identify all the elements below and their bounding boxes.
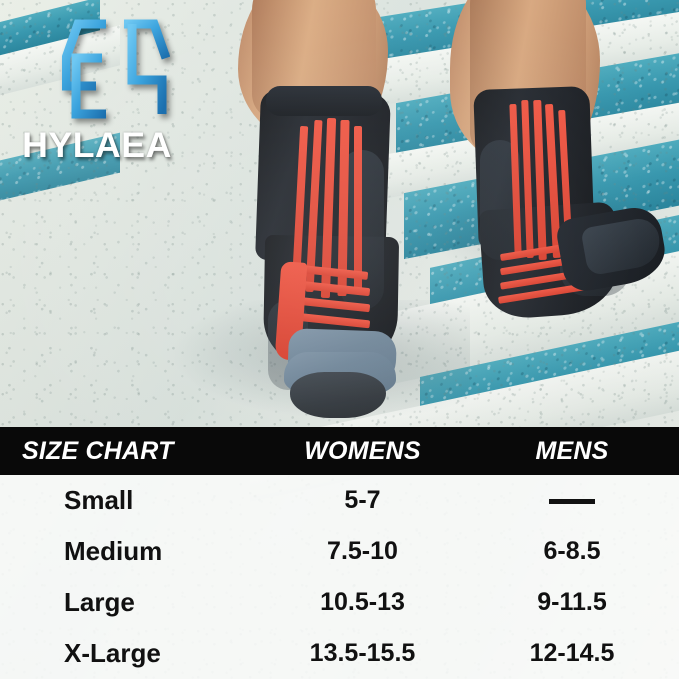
cell-womens: 7.5-10: [327, 537, 398, 565]
brand-name: HYLAEA: [22, 126, 172, 165]
cell-size: Medium: [64, 536, 163, 566]
brand-logo: HYLAEA: [18, 14, 228, 170]
table-row: Large 10.5-13 9-11.5: [0, 577, 679, 628]
cell-size: Small: [64, 485, 134, 515]
cell-size: Large: [64, 587, 135, 617]
cell-womens: 13.5-15.5: [309, 639, 416, 667]
hylaea-h-monogram-icon: [61, 14, 171, 124]
cell-mens: 9-11.5: [537, 588, 607, 616]
body-white-overlay: [0, 475, 679, 679]
size-chart-body: Small 5-7 Medium 7.5-10 6-8.5 Large 10.5-13 9-1…: [0, 475, 679, 679]
not-available-dash-icon: [549, 498, 595, 504]
table-row: Medium 7.5-10 6-8.5: [0, 526, 679, 577]
cell-womens: 5-7: [344, 486, 381, 514]
cell-womens: 10.5-13: [320, 588, 405, 616]
cell-mens: [465, 486, 679, 515]
table-row: X-Large 13.5-15.5 12-14.5: [0, 628, 679, 679]
size-chart-rows: Small 5-7 Medium 7.5-10 6-8.5 Large 10.5-13 9-1…: [0, 475, 679, 679]
header-womens: WOMENS: [304, 436, 421, 465]
cell-size: X-Large: [64, 638, 161, 668]
size-chart-header-row: SIZE CHART WOMENS MENS: [0, 427, 679, 475]
header-mens: MENS: [535, 436, 609, 465]
table-row: Small 5-7: [0, 475, 679, 526]
sock-stripe: [354, 126, 362, 292]
header-size-chart: SIZE CHART: [22, 436, 174, 465]
sock-left-cuff: [266, 86, 382, 116]
sock-toe-cap: [290, 372, 386, 418]
size-chart-table: SIZE CHART WOMENS MENS Small 5-7 Medium 7.5…: [0, 427, 679, 679]
cell-mens: 6-8.5: [543, 537, 601, 565]
cell-mens: 12-14.5: [529, 639, 615, 667]
